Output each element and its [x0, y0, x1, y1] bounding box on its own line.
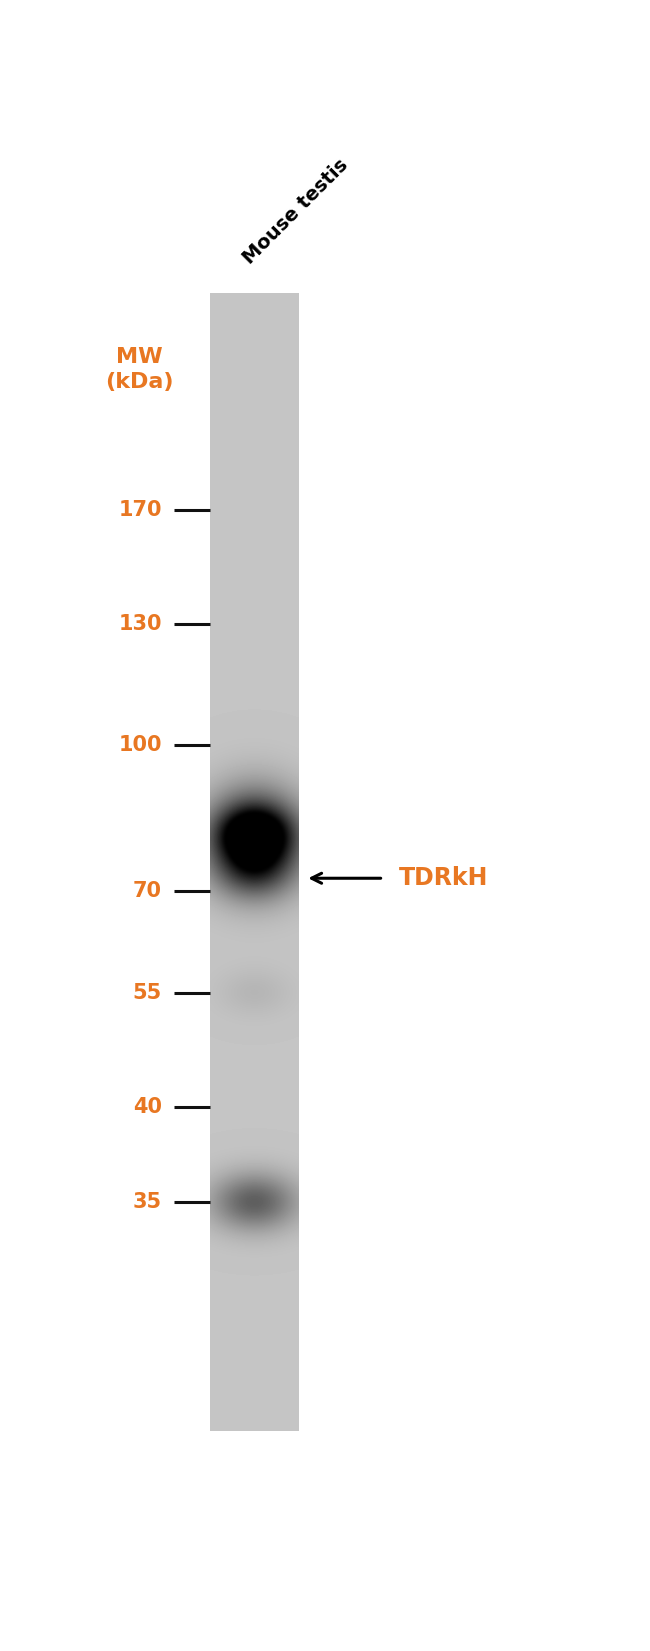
Text: 70: 70	[133, 882, 162, 901]
Text: 55: 55	[133, 982, 162, 1002]
Text: 100: 100	[118, 735, 162, 755]
Text: TDRkH: TDRkH	[398, 867, 488, 890]
Text: 170: 170	[118, 500, 162, 520]
Text: 130: 130	[118, 614, 162, 634]
Text: 35: 35	[133, 1192, 162, 1212]
Text: MW
(kDa): MW (kDa)	[105, 347, 174, 393]
Text: Mouse testis: Mouse testis	[239, 155, 352, 267]
Text: 40: 40	[133, 1096, 162, 1118]
